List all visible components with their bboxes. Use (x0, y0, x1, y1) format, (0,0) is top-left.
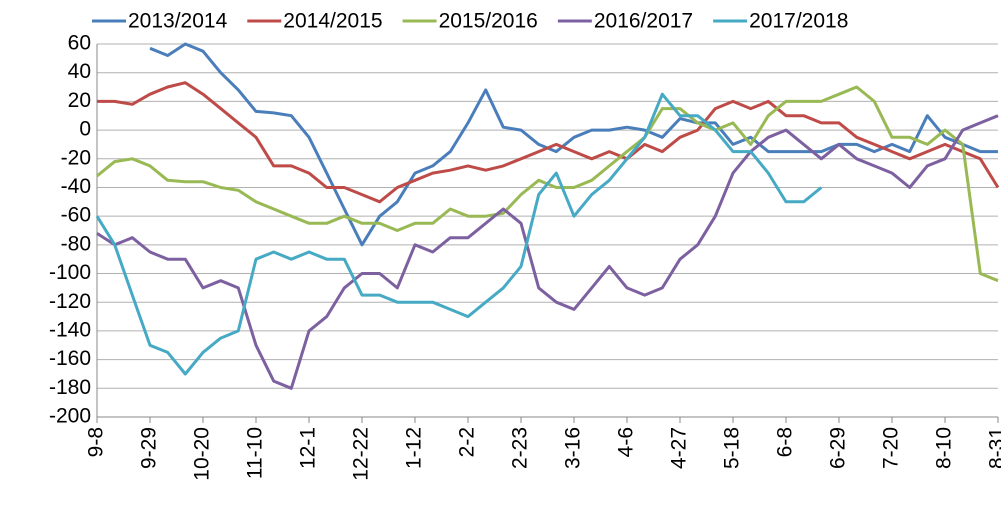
y-tick-label: -120 (49, 290, 91, 313)
series-line (149, 42, 998, 247)
legend-label: 2015/2016 (439, 10, 538, 33)
x-tick-label: 12-1 (297, 427, 320, 469)
y-tick-label: -20 (61, 146, 91, 169)
y-tick-label: -160 (49, 347, 91, 370)
x-tick-label: 4-6 (615, 427, 638, 457)
x-tick-label: 5-18 (721, 427, 744, 469)
x-tick-label: 9-8 (85, 427, 108, 457)
y-tick-label: -60 (61, 204, 91, 227)
y-tick-label: -80 (61, 232, 91, 255)
x-tick-label: 3-16 (562, 427, 585, 469)
y-tick-label: -180 (49, 376, 91, 399)
y-tick-label: 40 (68, 60, 91, 83)
y-tick-label: -40 (61, 175, 91, 198)
y-tick-label: -100 (49, 261, 91, 284)
x-tick-label: 6-8 (774, 427, 797, 457)
series-line (95, 92, 823, 376)
x-tick-label: 8-31 (986, 427, 1001, 469)
x-tick-label: 6-29 (827, 427, 850, 469)
legend-label: 2017/2018 (749, 10, 848, 33)
y-tick-label: 0 (79, 118, 91, 141)
x-tick-label: 1-12 (403, 427, 426, 469)
legend-label: 2016/2017 (594, 10, 693, 33)
y-tick-label: -140 (49, 318, 91, 341)
legend: 2013/2014 2014/2015 2015/2016 2016/2017 2017… (92, 10, 848, 33)
legend-label: 2013/2014 (128, 10, 228, 33)
x-tick-label: 4-27 (668, 427, 691, 469)
series-line (97, 81, 1000, 204)
x-tick-label: 11-10 (244, 427, 267, 479)
y-tick-label: -200 (49, 405, 91, 428)
y-tick-label: 60 (68, 32, 91, 55)
x-tick-label: 2-23 (509, 427, 532, 469)
x-tick-label: 12-22 (350, 427, 373, 481)
x-tick-label: 8-10 (933, 427, 956, 469)
x-tick-label: 9-29 (138, 427, 161, 469)
series-line (96, 114, 999, 390)
x-tick-label: 10-20 (191, 427, 214, 481)
legend-label: 2014/2015 (283, 10, 382, 33)
y-tick-label: 20 (68, 89, 91, 112)
x-tick-label: 2-2 (456, 427, 479, 457)
x-tick-label: 7-20 (880, 427, 903, 469)
